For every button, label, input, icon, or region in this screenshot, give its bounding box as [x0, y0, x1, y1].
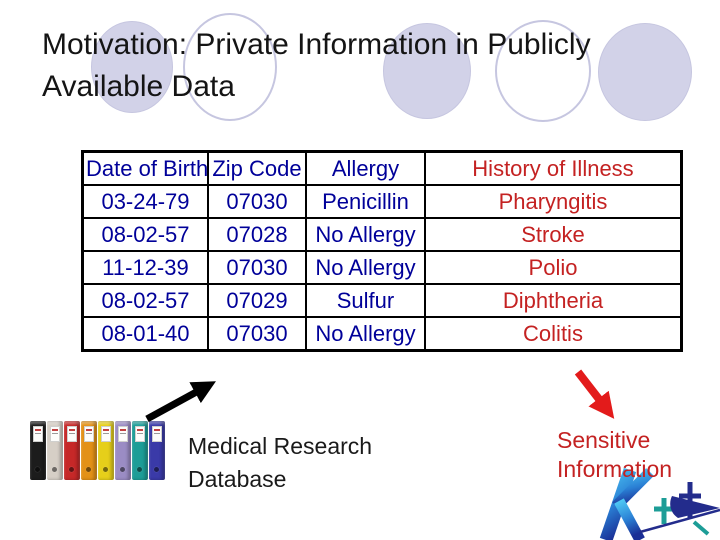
table-cell: 07029: [207, 283, 307, 318]
binder-icon: [30, 421, 46, 480]
table-body: 03-24-79 07030 Penicillin Pharyngitis 08-02-…: [81, 184, 683, 352]
binder-spine-label: [101, 426, 111, 442]
table-row: 03-24-79 07030 Penicillin Pharyngitis: [81, 184, 683, 219]
binder-hole: [35, 467, 40, 472]
table-header-cell: Zip Code: [207, 150, 307, 186]
table-header-cell: Allergy: [305, 150, 426, 186]
table-row: 11-12-39 07030 No Allergy Polio: [81, 250, 683, 285]
binder-spine-label: [152, 426, 162, 442]
table-cell: No Allergy: [305, 250, 426, 285]
table-cell: Diphtheria: [424, 283, 683, 318]
table-cell: Penicillin: [305, 184, 426, 219]
table-header-row: Date of Birth Zip Code Allergy History of I…: [81, 150, 683, 186]
table-cell: 07030: [207, 184, 307, 219]
decor-circle-icon: [598, 23, 692, 121]
table-cell: 03-24-79: [81, 184, 209, 219]
table-cell: Colitis: [424, 316, 683, 352]
binder-hole: [154, 467, 159, 472]
binder-icon: [64, 421, 80, 480]
decor-circle-icon: [383, 23, 471, 119]
binder-spine-label: [67, 426, 77, 442]
binder-icon: [81, 421, 97, 480]
database-label: Medical Research Database: [188, 433, 373, 492]
binder-hole: [103, 467, 108, 472]
red-arrow-icon: [574, 369, 615, 419]
table-cell: 08-02-57: [81, 217, 209, 252]
decor-circle-icon: [495, 20, 591, 122]
binder-icon: [132, 421, 148, 480]
table-cell: Polio: [424, 250, 683, 285]
binder-icon: [115, 421, 131, 480]
table-cell: 07028: [207, 217, 307, 252]
table-row: 08-02-57 07029 Sulfur Diphtheria: [81, 283, 683, 318]
binder-spine-label: [50, 426, 60, 442]
table-header-cell: History of Illness: [424, 150, 683, 186]
table-cell: No Allergy: [305, 217, 426, 252]
table-cell: 07030: [207, 250, 307, 285]
binder-hole: [137, 467, 142, 472]
table-cell: Pharyngitis: [424, 184, 683, 219]
table-row: 08-02-57 07028 No Allergy Stroke: [81, 217, 683, 252]
sensitive-label: Sensitive Information: [557, 427, 673, 482]
binder-hole: [52, 467, 57, 472]
decor-circle-icon: [91, 21, 173, 113]
binder-spine-label: [33, 426, 43, 442]
table-row: 08-01-40 07030 No Allergy Colitis: [81, 316, 683, 352]
kdd-logo-icon: [599, 467, 720, 540]
table-cell: 07030: [207, 316, 307, 352]
binder-hole: [69, 467, 74, 472]
table-cell: 11-12-39: [81, 250, 209, 285]
binder-icon: [98, 421, 114, 480]
binder-spine-label: [118, 426, 128, 442]
table-cell: No Allergy: [305, 316, 426, 352]
medical-database-table: Date of Birth Zip Code Allergy History of I…: [81, 150, 683, 352]
decor-circle-icon: [183, 13, 277, 121]
binder-icon: [149, 421, 165, 480]
table-cell: 08-02-57: [81, 283, 209, 318]
table-header-cell: Date of Birth: [81, 150, 209, 186]
slide-title: Motivation: Private Information in Publi…: [42, 28, 591, 103]
binders-image: [30, 419, 165, 480]
binder-spine-label: [84, 426, 94, 442]
table-cell: 08-01-40: [81, 316, 209, 352]
binder-spine-label: [135, 426, 145, 442]
binder-hole: [120, 467, 125, 472]
binder-hole: [86, 467, 91, 472]
black-arrow-icon: [145, 381, 216, 423]
binder-icon: [47, 421, 63, 480]
table-cell: Stroke: [424, 217, 683, 252]
table-cell: Sulfur: [305, 283, 426, 318]
